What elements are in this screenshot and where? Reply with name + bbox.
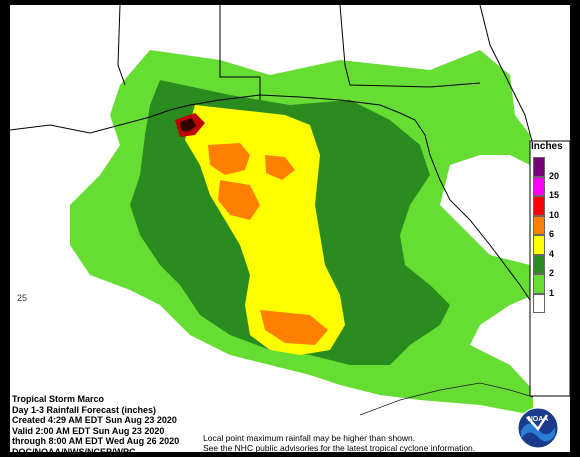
legend-title: Inches	[531, 141, 563, 152]
latitude-label-25: 25	[17, 293, 28, 303]
florida-east-coast	[479, 5, 534, 146]
rainfall-band-6in-b	[218, 180, 260, 220]
note-line-1: Local point maximum rainfall may be high…	[203, 433, 416, 443]
legend-label: 6	[549, 229, 555, 239]
legend-label: 1	[549, 287, 555, 298]
rainfall-map-graphic	[10, 5, 570, 416]
legend-label: 10	[549, 209, 560, 220]
state-border-a	[219, 5, 260, 78]
legend-label: 15	[549, 190, 560, 200]
noaa-logo-text: NOAA	[528, 416, 549, 423]
state-border-b	[117, 5, 126, 86]
legend-label: 2	[549, 268, 555, 278]
legend-label: 20	[549, 170, 560, 181]
legend-swatch	[533, 215, 545, 235]
storm-name: Tropical Storm Marco	[12, 394, 105, 404]
valid-end: through 8:00 AM EDT Wed Aug 26 2020	[12, 436, 180, 446]
legend-swatch	[533, 293, 545, 313]
legend-swatch	[533, 176, 545, 196]
source-credit: DOC/NOAA/NWS/NCEP/WPC	[12, 446, 136, 457]
rainfall-note: Local point maximum rainfall may be high…	[203, 433, 476, 453]
legend-swatch	[533, 196, 545, 216]
note-line-2: See the NHC public advisories for the la…	[203, 442, 476, 453]
rainfall-band-6in-c	[265, 155, 295, 180]
rainfall-band-15in	[180, 118, 196, 132]
gulf-coast-line	[10, 94, 531, 301]
state-border-c	[339, 5, 481, 88]
map-info-block: Tropical Storm Marco Day 1-3 Rainfall Fo…	[12, 394, 179, 457]
legend-swatch	[533, 274, 545, 294]
cuba-outline	[359, 382, 534, 416]
forecast-title: Day 1-3 Rainfall Forecast (inches)	[12, 404, 157, 415]
valid-start: Valid 2:00 AM EDT Sun Aug 23 2020	[12, 425, 165, 436]
noaa-logo-icon: NOAA	[517, 407, 559, 449]
legend-swatch	[533, 157, 545, 177]
created-time: Created 4:29 AM EDT Sun Aug 23 2020	[12, 415, 177, 425]
rainfall-map	[10, 5, 570, 452]
legend-label: 4	[549, 248, 555, 259]
rainfall-band-6in-a	[208, 143, 250, 175]
legend-swatch	[533, 235, 545, 255]
coastline-outlines	[10, 5, 534, 301]
legend-swatch	[533, 254, 545, 274]
rainfall-band-6in-d	[260, 310, 328, 345]
